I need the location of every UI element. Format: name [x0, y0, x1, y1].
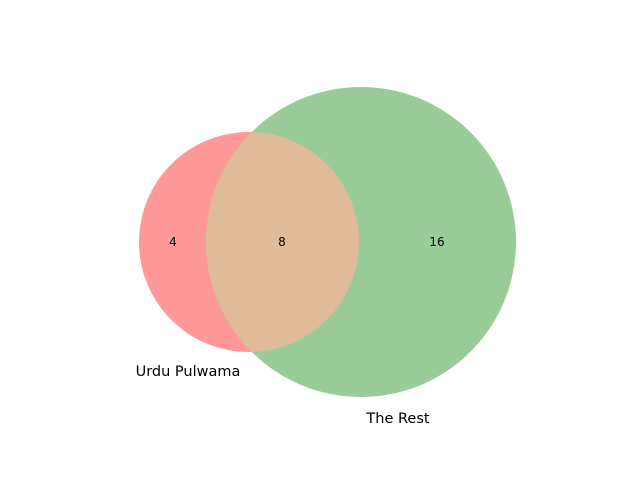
- intersection-region: [206, 132, 359, 352]
- set-b-label: The Rest: [365, 411, 429, 427]
- region-only-b-count: 16: [429, 235, 444, 249]
- region-intersection-count: 8: [278, 235, 286, 249]
- set-a-label: Urdu Pulwama: [136, 364, 241, 380]
- region-only-a-count: 4: [169, 235, 177, 249]
